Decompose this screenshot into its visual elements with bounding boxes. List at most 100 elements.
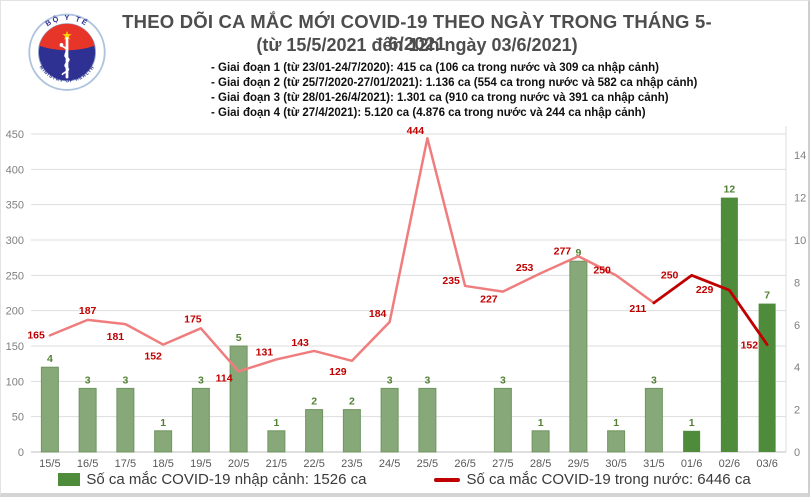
x-label-19/5: 19/5	[190, 458, 211, 470]
bar-label-02/6: 12	[724, 184, 736, 196]
x-label-24/5: 24/5	[379, 458, 400, 470]
line-label-01/6: 250	[661, 269, 679, 281]
line-label-30/5: 250	[593, 264, 611, 276]
line-label-19/5: 175	[184, 313, 202, 325]
y-axis-right-label: 4	[794, 362, 800, 374]
bar-16/5	[78, 387, 97, 453]
bar-label-16/5: 3	[85, 374, 91, 386]
bar-label-27/5: 3	[500, 374, 506, 386]
legend-domestic-label: Số ca mắc COVID-19 trong nước: 6446 ca	[466, 471, 751, 488]
line-label-20/5: 114	[216, 372, 233, 384]
line-label-29/5: 277	[554, 245, 572, 257]
x-label-03/6: 03/6	[756, 458, 777, 470]
line-label-24/5: 184	[369, 308, 387, 320]
y-axis-right-label: 0	[794, 447, 800, 459]
bar-label-01/6: 1	[689, 417, 695, 429]
bar-label-18/5: 1	[160, 417, 166, 429]
bar-legend-swatch-icon	[58, 473, 81, 486]
y-axis-right-label: 10	[794, 235, 806, 247]
bar-23/5	[342, 409, 361, 453]
line-label-31/5: 211	[629, 303, 646, 315]
bar-label-25/5: 3	[424, 374, 430, 386]
moh-emblem-icon: ★ BỘ Y TẾ MINISTRY OF HEALTH	[28, 13, 106, 91]
bar-18/5	[154, 430, 173, 453]
y-axis-right-label: 12	[794, 193, 806, 205]
domestic-cases-line-recent	[652, 273, 769, 346]
x-label-20/5: 20/5	[228, 458, 249, 470]
x-label-23/5: 23/5	[341, 458, 362, 470]
bar-31/5	[644, 387, 663, 453]
bar-02/6	[720, 197, 738, 452]
phase-summary: - Giai đoạn 1 (từ 23/01-24/7/2020): 415 …	[211, 61, 697, 121]
bar-15/5	[40, 366, 59, 453]
x-label-26/5: 26/5	[454, 458, 475, 470]
phase-4-line: - Giai đoạn 4 (từ 27/4/2021): 5.120 ca (…	[211, 107, 646, 119]
star-icon: ★	[62, 28, 73, 42]
bar-label-23/5: 2	[349, 396, 355, 408]
line-label-23/5: 129	[329, 366, 347, 378]
y-axis-left-label: 300	[6, 235, 24, 247]
bar-17/5	[116, 387, 135, 453]
y-axis-left-label: 250	[6, 270, 24, 282]
bar-27/5	[493, 387, 512, 453]
bar-30/5	[607, 430, 626, 453]
bar-label-21/5: 1	[273, 417, 279, 429]
bar-20/5	[229, 345, 248, 453]
y-axis-left-label: 50	[12, 412, 24, 424]
x-label-22/5: 22/5	[303, 458, 324, 470]
x-label-28/5: 28/5	[530, 458, 551, 470]
bar-label-17/5: 3	[122, 374, 128, 386]
x-label-01/6: 01/6	[681, 458, 702, 470]
y-axis-left-label: 350	[6, 200, 24, 212]
y-axis-right-label: 2	[794, 405, 800, 417]
bar-label-29/5: 9	[575, 247, 581, 259]
line-label-03/6: 152	[741, 340, 759, 352]
line-label-17/5: 181	[107, 331, 125, 343]
bar-label-15/5: 4	[47, 353, 53, 365]
line-legend-swatch-icon	[434, 477, 461, 482]
bar-label-20/5: 5	[236, 332, 242, 344]
page-subtitle: (từ 15/5/2021 đến 12h ngày 03/6/2021)	[256, 35, 578, 55]
x-label-18/5: 18/5	[152, 458, 173, 470]
bar-19/5	[191, 387, 210, 453]
line-label-25/5: 444	[407, 125, 425, 137]
y-axis-left-label: 200	[6, 306, 24, 318]
legend-item-imported: Số ca mắc COVID-19 nhập cảnh: 1526 ca	[58, 471, 366, 488]
bar-label-28/5: 1	[538, 417, 544, 429]
legend-imported-label: Số ca mắc COVID-19 nhập cảnh: 1526 ca	[86, 471, 367, 488]
x-label-27/5: 27/5	[492, 458, 513, 470]
x-label-30/5: 30/5	[605, 458, 626, 470]
y-axis-left-label: 450	[6, 129, 24, 141]
moh-logo: ★ BỘ Y TẾ MINISTRY OF HEALTH	[21, 5, 113, 105]
bar-label-30/5: 1	[613, 417, 619, 429]
bar-24/5	[380, 387, 399, 453]
bar-label-31/5: 3	[651, 374, 657, 386]
line-label-16/5: 187	[79, 305, 97, 317]
x-label-25/5: 25/5	[417, 458, 438, 470]
x-label-21/5: 21/5	[266, 458, 287, 470]
bar-28/5	[531, 430, 550, 453]
phase-2-line: - Giai đoạn 2 (từ 25/7/2020-27/01/2021):…	[211, 77, 698, 89]
line-label-15/5: 165	[27, 329, 45, 341]
line-label-18/5: 152	[144, 351, 162, 363]
domestic-cases-line	[48, 136, 656, 373]
phase-3-line: - Giai đoạn 3 (từ 28/01-26/4/2021): 1.30…	[211, 92, 669, 104]
bar-label-22/5: 2	[311, 396, 317, 408]
bar-21/5	[267, 430, 286, 453]
x-label-16/5: 16/5	[77, 458, 98, 470]
bar-label-19/5: 3	[198, 374, 204, 386]
y-axis-left-label: 0	[18, 447, 24, 459]
y-axis-right-label: 8	[794, 277, 800, 289]
y-axis-left-label: 100	[6, 376, 24, 388]
legend-item-domestic: Số ca mắc COVID-19 trong nước: 6446 ca	[434, 471, 751, 488]
x-label-15/5: 15/5	[39, 458, 60, 470]
x-label-17/5: 17/5	[115, 458, 136, 470]
bar-label-03/6: 7	[764, 290, 770, 302]
line-label-21/5: 131	[256, 346, 274, 358]
bar-25/5	[418, 387, 437, 453]
y-axis-right-label: 6	[794, 320, 800, 332]
line-label-02/6: 229	[696, 284, 714, 296]
line-label-26/5: 235	[442, 275, 460, 287]
